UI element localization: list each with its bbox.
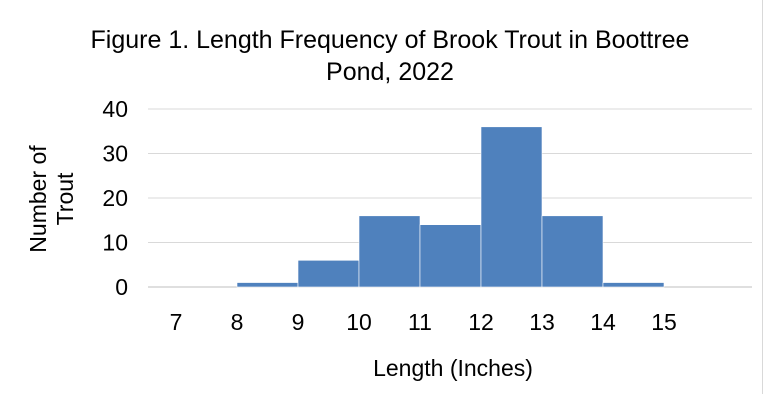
y-axis-title: Number of Trout — [25, 145, 78, 253]
y-axis-title-line-1: Number of — [25, 145, 51, 253]
histogram-bar — [236, 282, 299, 288]
chart-title-line-1: Figure 1. Length Frequency of Brook Trou… — [91, 26, 690, 54]
x-tick-label: 10 — [346, 309, 372, 335]
x-axis-tick-labels: 7 8 9 10 11 12 13 14 15 — [170, 309, 677, 335]
x-tick-label: 15 — [651, 309, 677, 335]
y-tick-label: 0 — [115, 274, 128, 300]
y-tick-label: 40 — [102, 96, 128, 122]
y-tick-label: 10 — [102, 230, 128, 256]
y-tick-label: 30 — [102, 141, 128, 167]
x-tick-label: 13 — [529, 309, 555, 335]
x-tick-label: 8 — [231, 309, 244, 335]
histogram-bar — [480, 126, 543, 288]
bars — [236, 126, 665, 288]
y-axis-tick-labels: 0 10 20 30 40 — [102, 96, 128, 300]
y-axis-title-line-2: Trout — [52, 172, 78, 225]
histogram-bar — [602, 282, 665, 288]
histogram-bar — [541, 215, 604, 288]
x-tick-label: 12 — [468, 309, 494, 335]
x-tick-label: 7 — [170, 309, 183, 335]
chart-title-line-2: Pond, 2022 — [326, 58, 454, 86]
histogram-bar — [419, 224, 482, 288]
x-tick-label: 9 — [292, 309, 305, 335]
histogram-bar — [358, 215, 421, 288]
x-tick-label: 14 — [590, 309, 616, 335]
x-axis-title: Length (Inches) — [373, 355, 533, 381]
histogram-bar — [297, 259, 360, 288]
y-tick-label: 20 — [102, 185, 128, 211]
x-tick-label: 11 — [408, 309, 432, 335]
